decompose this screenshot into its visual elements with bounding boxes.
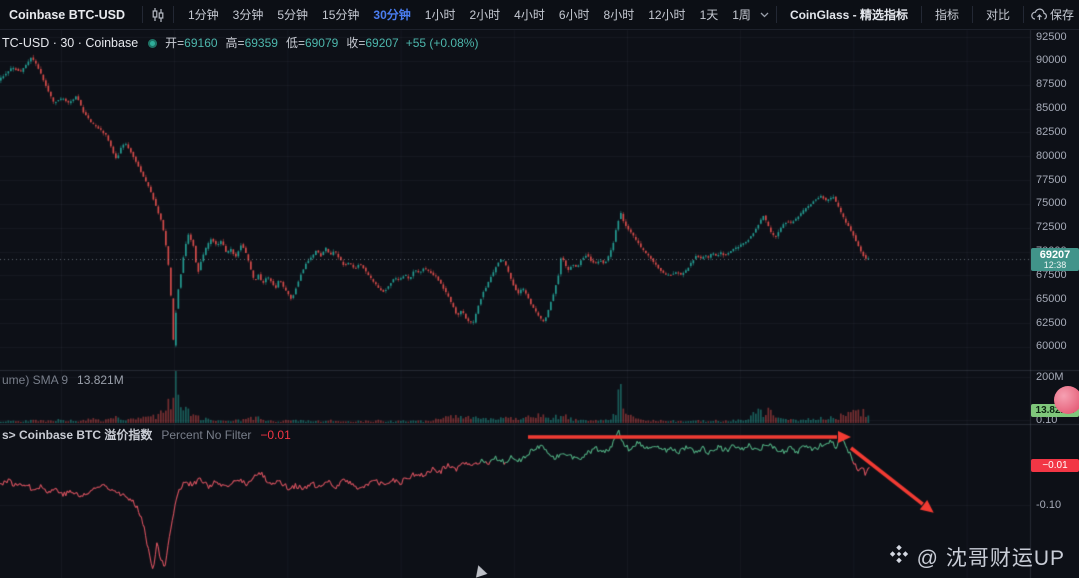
toolbar-separator	[141, 6, 143, 23]
ohlc-label: 开=	[165, 36, 185, 50]
premium-index-legend: s> Coinbase BTC 溢价指数 Percent No Filter −…	[2, 428, 291, 442]
axis-tick-label: 60000	[1036, 340, 1067, 353]
axis-tick-label: 87500	[1036, 78, 1067, 91]
main-chart-legend: TC-USD · 30 · Coinbase 开=69160 高=69359 低=6…	[2, 36, 478, 50]
axis-tick-label: 62500	[1036, 316, 1067, 329]
candlestick-style-icon[interactable]	[150, 4, 166, 26]
ohlc-value: 69359	[244, 36, 278, 50]
watermark-text: @ 沈哥财运UP	[916, 547, 1065, 570]
timeframe-button-9[interactable]: 8小时	[597, 3, 642, 26]
axis-tick-label: 82500	[1036, 125, 1067, 138]
axis-tick-label: -0.10	[1036, 498, 1062, 511]
chevron-down-icon[interactable]	[760, 12, 769, 18]
volume-legend: ume) SMA 9 13.821M	[2, 373, 124, 387]
toolbar-separator	[971, 6, 973, 23]
timeframe-button-12[interactable]: 1周	[725, 3, 758, 26]
timeframe-button-1[interactable]: 3分钟	[226, 3, 271, 26]
main-legend-title: TC-USD · 30 · Coinbase	[2, 36, 139, 50]
axis-tick-label: 85000	[1036, 102, 1067, 115]
top-toolbar: Coinbase BTC-USD 1分钟 3分钟 5分钟 15分钟 30分钟 1小时 2小时…	[0, 0, 1079, 30]
compare-button[interactable]: 对比	[980, 3, 1016, 26]
ohlc-value: 69079	[304, 36, 339, 50]
timeframe-group: 1分钟 3分钟 5分钟 15分钟 30分钟 1小时 2小时 4小时 6小时 8小时 12小时 1天 1周	[181, 3, 758, 26]
market-status-dot-icon	[148, 38, 158, 48]
timeframe-button-10[interactable]: 12小时	[641, 3, 692, 26]
premium-legend-settings: Percent No Filter	[161, 428, 252, 442]
axis-tick-label: 75000	[1036, 197, 1067, 210]
volume-legend-value: 13.821M	[77, 373, 124, 387]
volume-legend-title: ume) SMA 9	[2, 373, 69, 387]
axis-tick-label: 92500	[1036, 30, 1067, 43]
floating-action-circle[interactable]	[1054, 386, 1079, 414]
save-button[interactable]: 保存	[1048, 3, 1079, 26]
toolbar-separator	[920, 6, 922, 23]
timeframe-button-8[interactable]: 6小时	[552, 3, 597, 26]
timeframe-button-0[interactable]: 1分钟	[181, 3, 226, 26]
ohlc-label: 低=	[285, 36, 305, 50]
timeframe-button-2[interactable]: 5分钟	[270, 3, 315, 26]
timeframe-button-4[interactable]: 30分钟	[366, 3, 417, 26]
timeframe-button-7[interactable]: 4小时	[507, 3, 552, 26]
premium-legend-value: −0.01	[260, 428, 291, 442]
ohlc-label: 收=	[346, 36, 366, 50]
ohlc-values: 开=69160 高=69359 低=69079 收=69207 +55 (+0.08%)	[165, 36, 478, 50]
symbol-title[interactable]: Coinbase BTC-USD	[9, 7, 125, 22]
coinglass-indicator-pack-button[interactable]: CoinGlass - 精选指标	[784, 3, 914, 26]
axis-tick-label: 72500	[1036, 221, 1067, 234]
axis-tick-label: 77500	[1036, 173, 1067, 186]
last-price-time: 12:38	[1043, 260, 1067, 270]
premium-badge: −0.01	[1031, 459, 1079, 472]
ohlc-value: 69207	[365, 36, 399, 50]
ohlc-value: 69160	[184, 36, 218, 50]
cloud-save-icon[interactable]	[1031, 4, 1048, 26]
premium-legend-title: s> Coinbase BTC 溢价指数	[2, 428, 153, 442]
toolbar-separator	[1022, 6, 1024, 23]
axis-tick-label: 67500	[1036, 268, 1067, 281]
axis-tick-label: 200M	[1036, 370, 1064, 383]
timeframe-button-5[interactable]: 1小时	[418, 3, 463, 26]
timeframe-button-3[interactable]: 15分钟	[315, 3, 366, 26]
last-price-value: 69207	[1039, 249, 1071, 261]
indicators-button[interactable]: 指标	[929, 3, 965, 26]
watermark: @ 沈哥财运UP	[888, 542, 1065, 572]
ohlc-label: 高=	[225, 36, 245, 50]
axis-tick-label: 80000	[1036, 149, 1067, 162]
change-value: +55 (+0.08%)	[405, 36, 479, 50]
toolbar-separator	[172, 6, 174, 23]
binance-diamond-icon	[888, 543, 910, 571]
axis-tick-label: 90000	[1036, 54, 1067, 67]
timeframe-button-6[interactable]: 2小时	[462, 3, 507, 26]
last-price-badge: 69207 12:38	[1031, 248, 1079, 271]
timeframe-button-11[interactable]: 1天	[693, 3, 726, 26]
axis-tick-label: 65000	[1036, 292, 1067, 305]
toolbar-separator	[775, 6, 777, 23]
